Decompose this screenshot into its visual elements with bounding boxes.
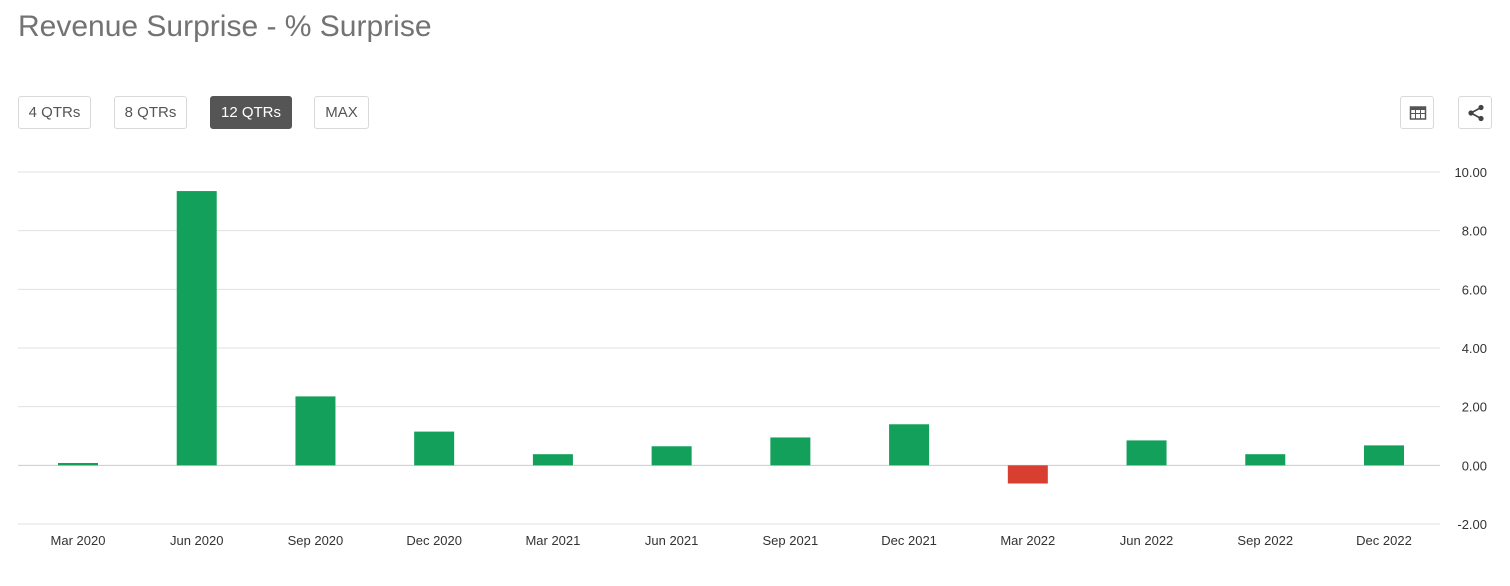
grid-lines <box>18 171 1440 525</box>
y-tick-label: 6.00 <box>1462 282 1487 297</box>
range-button-12-qtrs[interactable]: 12 QTRs <box>210 96 292 129</box>
bar-dec-2021[interactable] <box>889 424 930 466</box>
y-tick-label: 4.00 <box>1462 341 1487 356</box>
x-tick-label: Sep 2021 <box>763 533 819 548</box>
bar-jun-2020[interactable] <box>176 191 217 466</box>
x-tick-label: Mar 2021 <box>525 533 580 548</box>
bar-sep-2020[interactable] <box>295 396 336 466</box>
x-tick-label: Mar 2022 <box>1000 533 1055 548</box>
bar-mar-2022[interactable] <box>1007 465 1048 484</box>
x-axis-ticks: Mar 2020 Jun 2020 Sep 2020 Dec 2020 Mar 2021… <box>51 533 1412 548</box>
y-tick-label: 8.00 <box>1462 224 1487 239</box>
y-tick-label: 2.00 <box>1462 400 1487 415</box>
x-tick-label: Dec 2020 <box>406 533 462 548</box>
x-tick-label: Dec 2022 <box>1356 533 1412 548</box>
bar-dec-2020[interactable] <box>414 431 455 466</box>
bar-sep-2021[interactable] <box>770 437 811 466</box>
share-button[interactable] <box>1458 96 1492 129</box>
x-tick-label: Jun 2020 <box>170 533 224 548</box>
x-tick-label: Dec 2021 <box>881 533 937 548</box>
y-tick-label: 10.00 <box>1454 165 1487 180</box>
table-icon <box>1409 106 1427 120</box>
bar-mar-2021[interactable] <box>532 454 573 466</box>
bar-jun-2021[interactable] <box>651 446 692 466</box>
range-button-max[interactable]: MAX <box>314 96 369 129</box>
bar-jun-2022[interactable] <box>1126 440 1167 466</box>
y-tick-label: 0.00 <box>1462 458 1487 473</box>
bar-sep-2022[interactable] <box>1245 454 1286 466</box>
range-button-4-qtrs[interactable]: 4 QTRs <box>18 96 91 129</box>
y-tick-label: -2.00 <box>1457 517 1487 532</box>
page-title: Revenue Surprise - % Surprise <box>18 10 432 43</box>
x-tick-label: Mar 2020 <box>51 533 106 548</box>
revenue-surprise-chart: 10.00 8.00 6.00 4.00 2.00 0.00 -2.00 Mar 2020 J… <box>18 165 1487 548</box>
x-tick-label: Jun 2021 <box>645 533 699 548</box>
bars <box>58 191 1404 484</box>
x-tick-label: Sep 2020 <box>288 533 344 548</box>
table-view-button[interactable] <box>1400 96 1434 129</box>
range-button-8-qtrs[interactable]: 8 QTRs <box>114 96 187 129</box>
share-icon <box>1468 104 1484 122</box>
bar-mar-2020[interactable] <box>58 462 98 466</box>
y-axis-ticks: 10.00 8.00 6.00 4.00 2.00 0.00 -2.00 <box>1454 165 1487 532</box>
x-tick-label: Jun 2022 <box>1120 533 1174 548</box>
x-tick-label: Sep 2022 <box>1237 533 1293 548</box>
bar-dec-2022[interactable] <box>1364 445 1404 466</box>
